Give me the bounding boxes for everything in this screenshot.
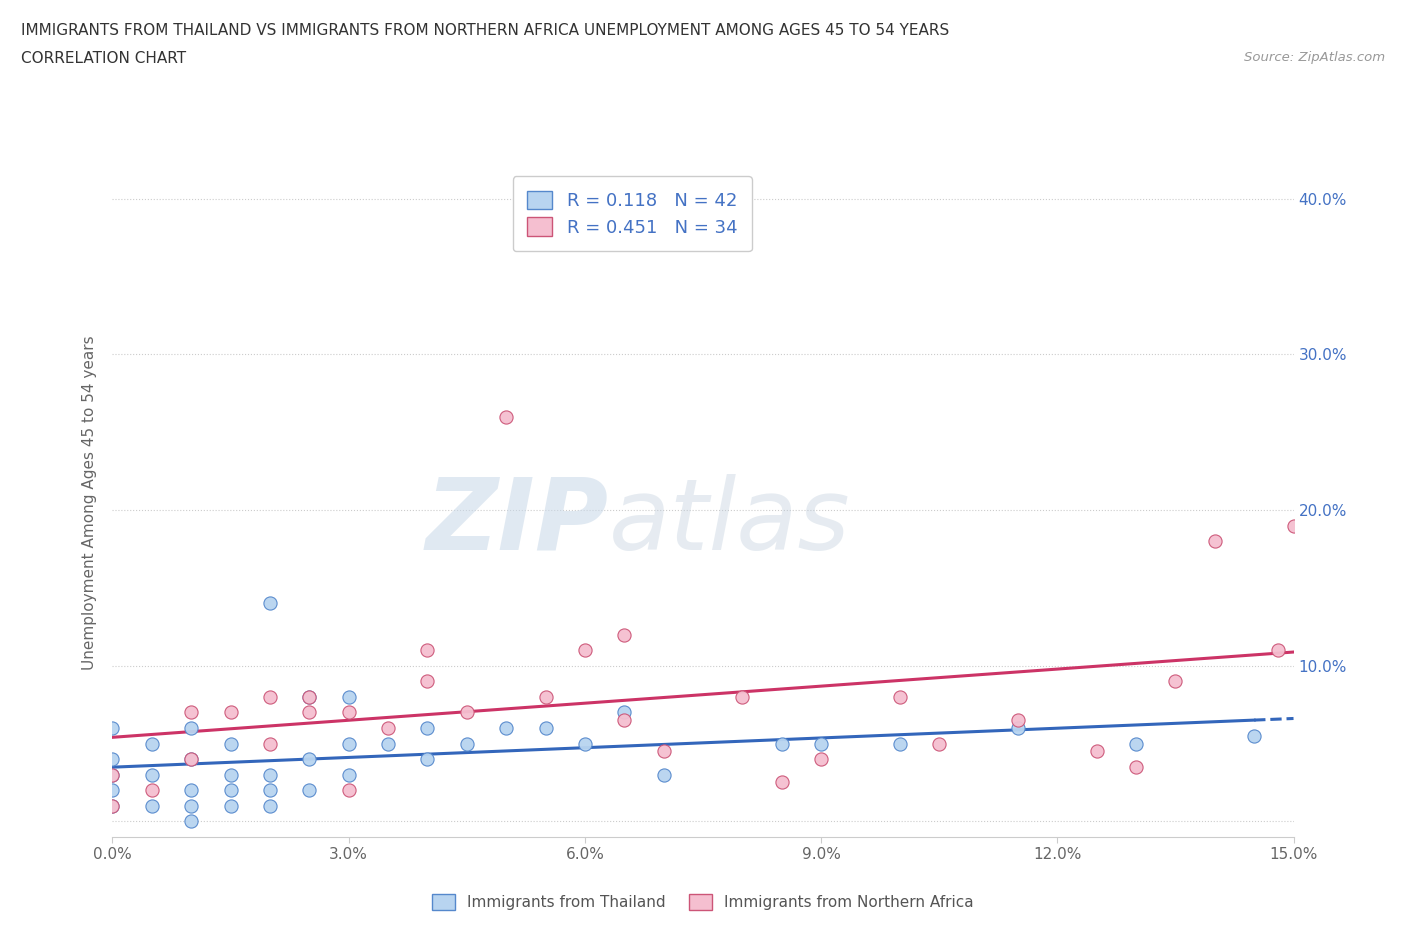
Point — [259, 737, 281, 751]
Point — [101, 799, 124, 814]
Point — [337, 767, 360, 782]
Point — [810, 751, 832, 766]
Point — [101, 751, 124, 766]
Point — [928, 737, 950, 751]
Point — [1164, 674, 1187, 689]
Point — [652, 767, 675, 782]
Point — [416, 643, 439, 658]
Text: Source: ZipAtlas.com: Source: ZipAtlas.com — [1244, 51, 1385, 64]
Point — [377, 737, 399, 751]
Point — [219, 705, 242, 720]
Point — [337, 737, 360, 751]
Point — [416, 751, 439, 766]
Point — [259, 799, 281, 814]
Point — [889, 689, 911, 704]
Point — [495, 409, 517, 424]
Point — [141, 783, 163, 798]
Point — [456, 737, 478, 751]
Point — [141, 799, 163, 814]
Point — [337, 783, 360, 798]
Point — [416, 721, 439, 736]
Point — [219, 737, 242, 751]
Point — [298, 783, 321, 798]
Text: CORRELATION CHART: CORRELATION CHART — [21, 51, 186, 66]
Point — [101, 721, 124, 736]
Point — [377, 721, 399, 736]
Point — [101, 799, 124, 814]
Point — [1085, 744, 1108, 759]
Point — [259, 596, 281, 611]
Point — [337, 705, 360, 720]
Point — [534, 721, 557, 736]
Point — [574, 737, 596, 751]
Point — [1267, 643, 1289, 658]
Point — [337, 689, 360, 704]
Point — [456, 705, 478, 720]
Point — [101, 767, 124, 782]
Text: IMMIGRANTS FROM THAILAND VS IMMIGRANTS FROM NORTHERN AFRICA UNEMPLOYMENT AMONG A: IMMIGRANTS FROM THAILAND VS IMMIGRANTS F… — [21, 23, 949, 38]
Point — [298, 751, 321, 766]
Point — [259, 783, 281, 798]
Point — [219, 783, 242, 798]
Point — [180, 814, 202, 829]
Point — [219, 799, 242, 814]
Point — [141, 767, 163, 782]
Point — [1125, 760, 1147, 775]
Point — [770, 737, 793, 751]
Point — [180, 721, 202, 736]
Legend: Immigrants from Thailand, Immigrants from Northern Africa: Immigrants from Thailand, Immigrants fro… — [426, 888, 980, 916]
Point — [416, 674, 439, 689]
Point — [613, 627, 636, 642]
Point — [180, 751, 202, 766]
Point — [1125, 737, 1147, 751]
Point — [259, 689, 281, 704]
Text: ZIP: ZIP — [426, 473, 609, 571]
Point — [1243, 728, 1265, 743]
Point — [298, 705, 321, 720]
Point — [1007, 712, 1029, 727]
Point — [574, 643, 596, 658]
Point — [180, 799, 202, 814]
Point — [1007, 721, 1029, 736]
Point — [889, 737, 911, 751]
Point — [298, 689, 321, 704]
Point — [101, 783, 124, 798]
Point — [731, 689, 754, 704]
Point — [298, 689, 321, 704]
Point — [810, 737, 832, 751]
Point — [495, 721, 517, 736]
Point — [180, 751, 202, 766]
Point — [770, 775, 793, 790]
Point — [1282, 518, 1305, 533]
Y-axis label: Unemployment Among Ages 45 to 54 years: Unemployment Among Ages 45 to 54 years — [82, 335, 97, 670]
Point — [101, 767, 124, 782]
Point — [613, 705, 636, 720]
Point — [180, 705, 202, 720]
Point — [613, 712, 636, 727]
Point — [219, 767, 242, 782]
Text: atlas: atlas — [609, 473, 851, 571]
Point — [1204, 534, 1226, 549]
Point — [141, 737, 163, 751]
Point — [652, 744, 675, 759]
Point — [259, 767, 281, 782]
Point — [534, 689, 557, 704]
Point — [180, 783, 202, 798]
